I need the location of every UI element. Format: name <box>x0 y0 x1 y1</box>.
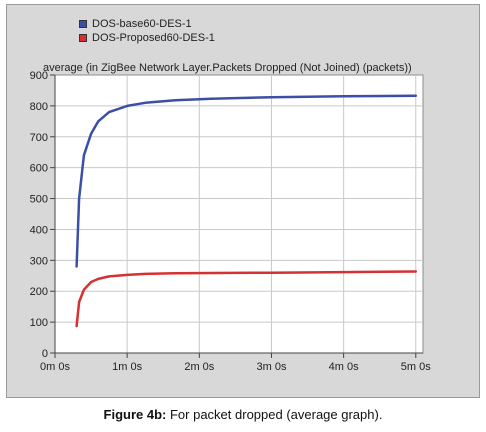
x-tick-label: 1m 0s <box>112 361 142 373</box>
caption-text: For packet dropped (average graph). <box>166 407 383 422</box>
series-line-1 <box>75 94 418 268</box>
caption-label: Figure 4b: <box>103 407 167 422</box>
plot-area <box>54 74 424 354</box>
y-tick-label: 500 <box>30 194 48 206</box>
legend-entry-2: DOS-Proposed60-DES-1 <box>79 31 215 45</box>
legend: DOS-base60-DES-1 DOS-Proposed60-DES-1 <box>79 17 215 45</box>
legend-swatch-2 <box>79 34 87 42</box>
y-tick-label: 0 <box>42 348 48 360</box>
x-tick-label: 3m 0s <box>256 361 286 373</box>
legend-entry-1: DOS-base60-DES-1 <box>79 17 215 31</box>
y-tick-label: 100 <box>30 317 48 329</box>
chart: 0 100 200 300 400 500 600 700 800 900 0m 0s 1m 0s 2m… <box>30 70 432 373</box>
x-tick-label: 5m 0s <box>401 361 431 373</box>
figure-panel: 0 100 200 300 400 500 600 700 800 900 0m 0s 1m 0s 2m… <box>6 4 480 398</box>
y-tick-label: 300 <box>30 255 48 267</box>
x-tick-label: 0m 0s <box>40 361 70 373</box>
y-tick-label: 900 <box>30 70 48 82</box>
figure-caption: Figure 4b: For packet dropped (average g… <box>0 407 486 422</box>
legend-swatch-1 <box>79 20 87 28</box>
y-tick-label: 800 <box>30 101 48 113</box>
series-line-2 <box>75 270 418 328</box>
x-tick-label: 2m 0s <box>184 361 214 373</box>
x-tick-label: 4m 0s <box>329 361 359 373</box>
y-tick-label: 600 <box>30 163 48 175</box>
legend-label-2: DOS-Proposed60-DES-1 <box>92 32 215 44</box>
legend-label-1: DOS-base60-DES-1 <box>92 18 192 30</box>
y-tick-label: 400 <box>30 224 48 236</box>
chart-title: average (in ZigBee Network Layer.Packets… <box>43 62 412 74</box>
y-tick-label: 200 <box>30 286 48 298</box>
y-tick-label: 700 <box>30 132 48 144</box>
